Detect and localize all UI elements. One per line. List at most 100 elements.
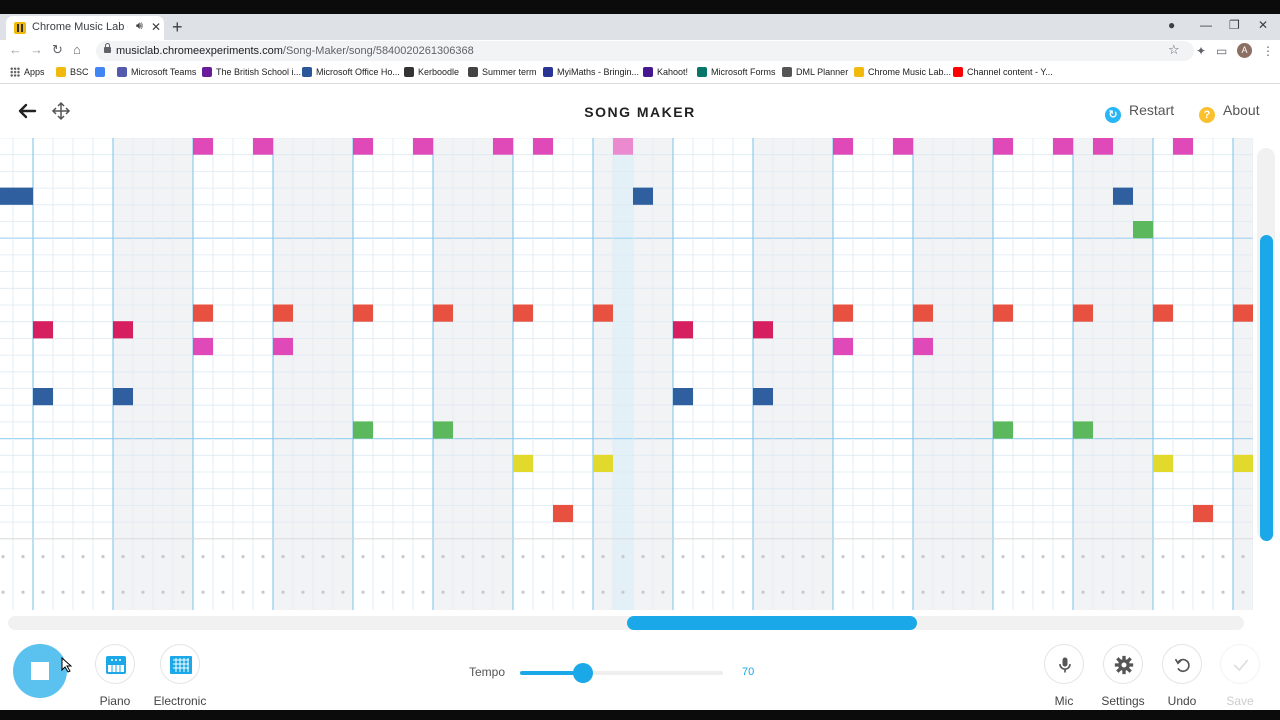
rhythm-dot	[741, 590, 745, 594]
rhythm-dot	[781, 555, 785, 559]
note-cell	[1073, 304, 1093, 322]
tempo-label: Tempo	[469, 665, 506, 679]
account-avatar[interactable]: A	[1237, 43, 1252, 58]
bookmark-item[interactable]: Chrome Music Lab...	[854, 67, 951, 77]
restart-button[interactable]: ↻ Restart	[1105, 102, 1174, 123]
note-cell	[1113, 187, 1133, 205]
rhythm-dot	[381, 590, 385, 594]
note-cell	[1133, 221, 1153, 239]
tempo-slider[interactable]	[520, 663, 723, 683]
minimize-icon[interactable]: —	[1200, 18, 1212, 32]
note-cell	[273, 337, 293, 356]
rhythm-dot	[441, 590, 445, 594]
note-cell	[913, 337, 933, 356]
reload-icon[interactable]: ↻	[52, 42, 63, 57]
rhythm-dot	[1021, 590, 1025, 594]
rhythm-dot	[1201, 590, 1205, 594]
address-bar[interactable]: musiclab.chromeexperiments.com/Song-Make…	[96, 41, 1194, 61]
rhythm-dot	[921, 555, 925, 559]
browser-menu-icon[interactable]: ⋮	[1262, 44, 1274, 58]
bookmark-item[interactable]: Apps	[10, 67, 45, 77]
rhythm-dot	[621, 555, 625, 559]
settings-button[interactable]: Settings	[1101, 644, 1145, 708]
restart-label: Restart	[1129, 102, 1175, 118]
play-stop-button[interactable]	[13, 644, 67, 698]
close-window-icon[interactable]: ✕	[1258, 18, 1269, 32]
about-label: About	[1223, 102, 1260, 118]
vertical-scrollbar[interactable]	[1260, 235, 1273, 541]
rhythm-dot	[121, 590, 125, 594]
instrument-button[interactable]: Piano	[93, 644, 137, 708]
bookmark-item[interactable]: Kahoot!	[643, 67, 688, 77]
rhythm-dot	[1221, 590, 1225, 594]
browser-tab[interactable]: Chrome Music Lab - Song Maker 🔊︎ ✕	[6, 16, 164, 40]
rhythm-dot	[981, 590, 985, 594]
maximize-icon[interactable]: ❐	[1229, 18, 1240, 32]
note-cell	[113, 321, 133, 339]
rhythm-dot	[421, 555, 425, 559]
tempo-slider-handle[interactable]	[572, 663, 593, 683]
rhythm-dot	[1221, 555, 1225, 559]
bookmark-item[interactable]: Microsoft Forms	[697, 67, 776, 77]
horizontal-scroll-track[interactable]	[8, 616, 1244, 630]
bookmark-item[interactable]	[95, 67, 109, 77]
rhythm-dot	[981, 555, 985, 559]
bookmark-label: Channel content - Y...	[967, 67, 1053, 77]
bookmark-item[interactable]: DML Planner	[782, 67, 848, 77]
music-lab-favicon-icon	[14, 22, 26, 34]
rhythm-dot	[261, 555, 265, 559]
tempo-value[interactable]: 70	[742, 666, 755, 678]
media-control-icon[interactable]: ●	[1168, 18, 1176, 32]
bookmark-label: Chrome Music Lab...	[868, 67, 952, 77]
rhythm-dot	[401, 555, 405, 559]
help-icon: ?	[1199, 107, 1215, 123]
new-tab-icon[interactable]: +	[172, 17, 183, 37]
about-button[interactable]: ? About	[1199, 102, 1260, 123]
playhead-column	[613, 138, 633, 610]
note-cell	[993, 421, 1013, 439]
undo-button[interactable]: Undo	[1160, 644, 1204, 708]
cast-icon[interactable]: ▭	[1216, 44, 1228, 58]
rhythm-dot	[681, 590, 685, 594]
bookmark-item[interactable]: BSC	[56, 67, 89, 77]
note-grid-canvas[interactable]	[0, 138, 1253, 610]
bookmark-item[interactable]: MyiMaths - Bringin...	[543, 67, 639, 77]
rhythm-dot	[1141, 555, 1145, 559]
horizontal-scrollbar[interactable]	[627, 616, 917, 630]
note-cell	[273, 304, 293, 322]
bookmark-favicon-icon	[697, 67, 707, 77]
rhythm-dot	[41, 590, 45, 594]
percussion-button[interactable]: Electronic	[154, 644, 206, 708]
bookmark-item[interactable]: Microsoft Teams	[117, 67, 196, 77]
rhythm-dot	[1041, 555, 1045, 559]
close-tab-icon[interactable]: ✕	[151, 20, 162, 34]
note-cell	[193, 304, 213, 322]
save-button[interactable]: Save	[1218, 644, 1262, 708]
home-icon[interactable]: ⌂	[73, 42, 81, 57]
bookmark-item[interactable]: Channel content - Y...	[953, 67, 1053, 77]
rhythm-dot	[841, 590, 845, 594]
rhythm-dot	[181, 590, 185, 594]
speaker-icon[interactable]: 🔊︎	[136, 20, 143, 32]
rhythm-dot	[301, 555, 305, 559]
bookmark-item[interactable]: Kerboodle	[404, 67, 459, 77]
extensions-icon[interactable]: ✦	[1196, 44, 1207, 58]
move-arrows-icon[interactable]	[51, 101, 71, 121]
back-arrow-icon[interactable]	[17, 101, 37, 121]
rhythm-dot	[681, 555, 685, 559]
rhythm-dot	[1141, 590, 1145, 594]
mic-button[interactable]: Mic	[1042, 644, 1086, 708]
bookmark-item[interactable]: Microsoft Office Ho...	[302, 67, 400, 77]
rhythm-dot	[1021, 555, 1025, 559]
app-header: SONG MAKER ↻ Restart ? About	[0, 85, 1280, 138]
bookmark-item[interactable]: Summer term	[468, 67, 537, 77]
rhythm-dot	[141, 590, 145, 594]
note-cell	[33, 321, 53, 339]
bookmark-item[interactable]: The British School i...	[202, 67, 301, 77]
browser-toolbar: ← → ↻ ⌂ musiclab.chromeexperiments.com/S…	[0, 40, 1280, 62]
rhythm-dot	[941, 555, 945, 559]
song-grid[interactable]	[0, 138, 1253, 610]
forward-nav-icon[interactable]: →	[30, 42, 43, 57]
bookmark-star-icon[interactable]: ☆	[1168, 42, 1180, 57]
back-nav-icon[interactable]: ←	[9, 42, 22, 57]
